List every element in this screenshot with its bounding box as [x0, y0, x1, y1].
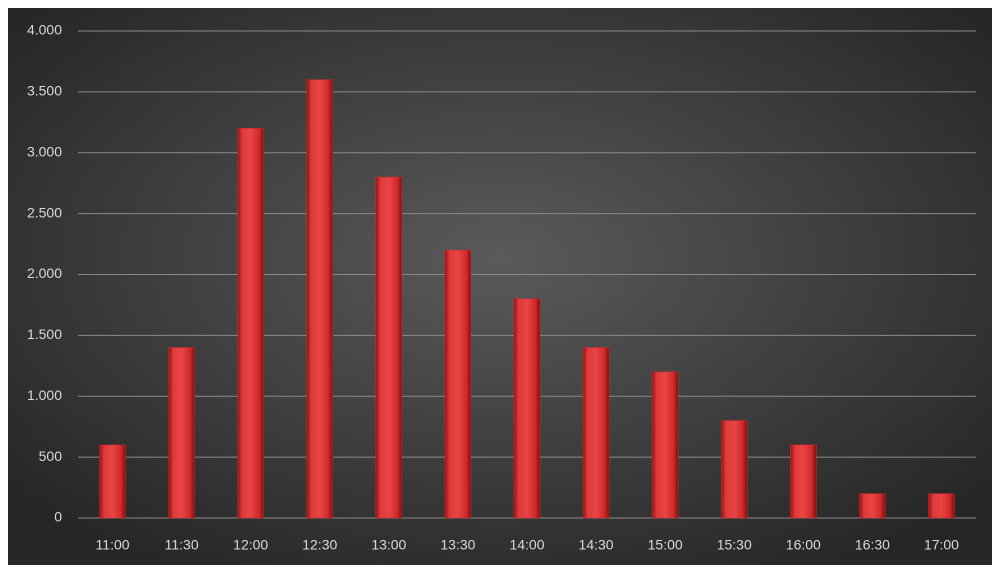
x-tick-label: 15:00 [648, 537, 683, 553]
bar [582, 347, 610, 519]
bar [859, 493, 886, 519]
x-tick-label: 16:30 [855, 537, 890, 553]
x-tick-label: 13:00 [371, 537, 406, 553]
x-tick-label: 14:30 [579, 537, 614, 553]
bar [444, 249, 472, 519]
x-tick-label: 11:30 [165, 537, 199, 553]
y-tick-label: 2.500 [27, 204, 62, 220]
bar [99, 444, 126, 519]
x-tick-label: 12:00 [233, 537, 268, 553]
y-tick-label: 4.000 [27, 22, 62, 38]
bar [168, 347, 195, 519]
x-tick-label: 11:00 [96, 537, 130, 553]
y-tick-label: 500 [39, 448, 63, 464]
y-tick-label: 0 [54, 509, 62, 525]
bar [513, 298, 541, 519]
x-tick-label: 17:00 [924, 537, 959, 553]
x-tick-label: 13:30 [440, 537, 475, 553]
y-tick-label: 3.500 [27, 83, 62, 99]
bar [306, 79, 334, 519]
y-tick-label: 2.000 [27, 265, 62, 281]
bar [790, 444, 817, 519]
x-tick-label: 16:00 [786, 537, 821, 553]
bar [651, 371, 679, 519]
bar [720, 420, 748, 519]
y-tick-label: 1.500 [27, 326, 62, 342]
bar [375, 176, 403, 519]
y-tick-label: 1.000 [27, 387, 62, 403]
x-tick-label: 14:00 [509, 537, 544, 553]
bar [237, 128, 264, 519]
bar [928, 493, 955, 519]
x-tick-label: 15:30 [717, 537, 752, 553]
y-tick-label: 3.000 [27, 143, 62, 159]
x-tick-label: 12:30 [302, 537, 337, 553]
